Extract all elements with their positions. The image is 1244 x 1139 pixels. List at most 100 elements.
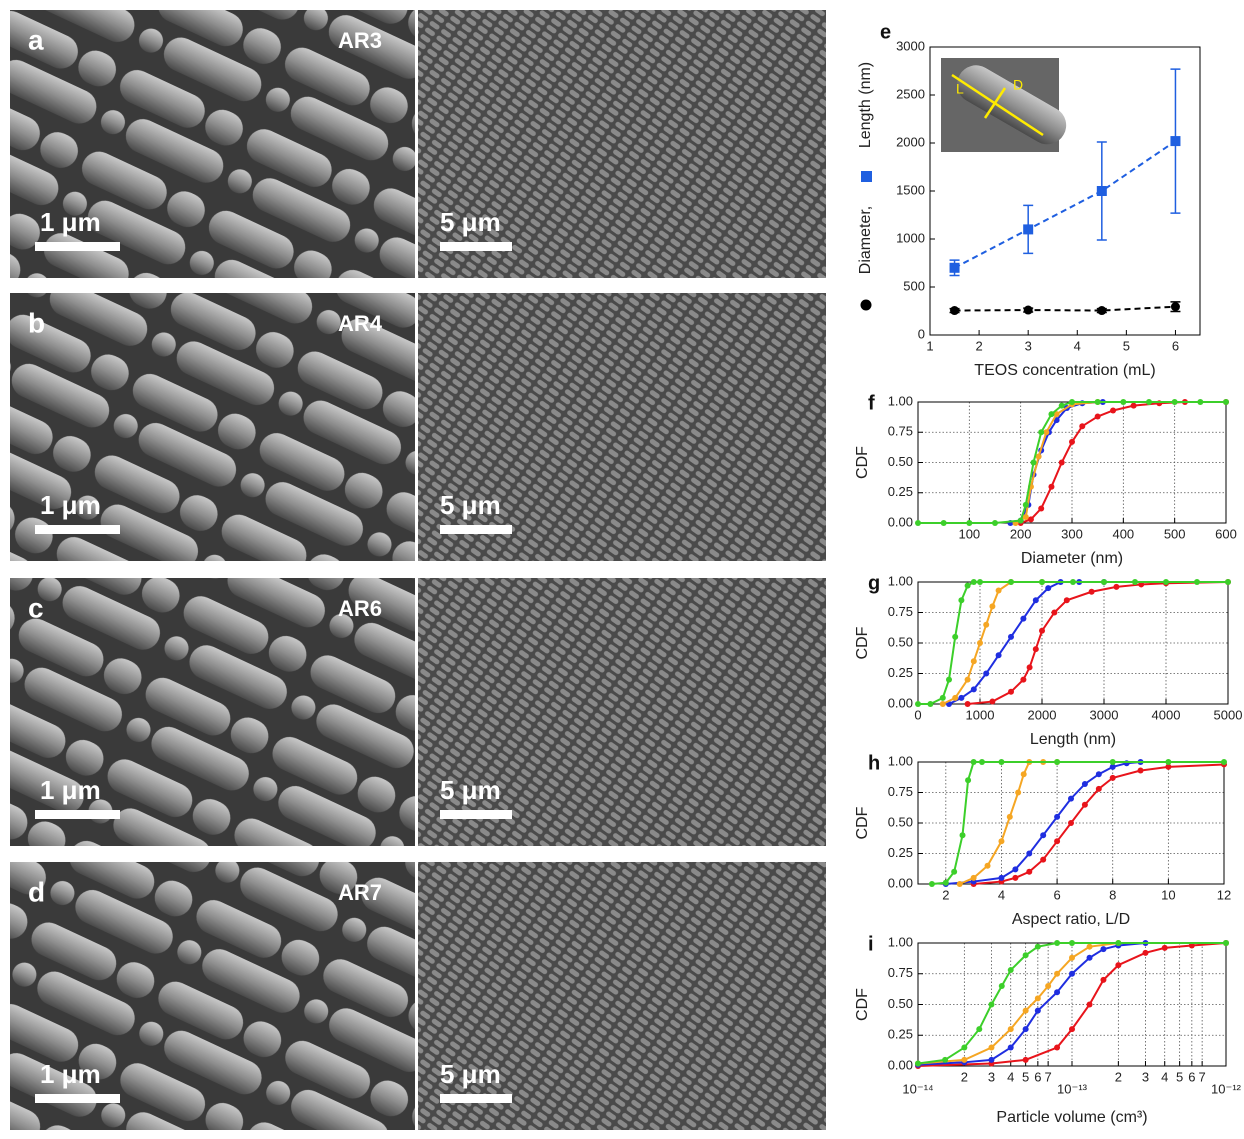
sem-image (418, 578, 826, 846)
marker (1095, 399, 1101, 405)
x-tick-label: 100 (958, 526, 980, 541)
x-tick-label: 500 (1164, 526, 1186, 541)
marker (1146, 399, 1152, 405)
scale-text: 5 μm (440, 490, 501, 520)
marker (988, 1057, 994, 1063)
marker (1223, 399, 1229, 405)
x-tick-label: 4 (1074, 338, 1081, 353)
marker (1021, 771, 1027, 777)
x-tick-label: 6 (1053, 887, 1060, 902)
panel-label: a (28, 24, 44, 55)
marker (1008, 634, 1014, 640)
inset-label: L (956, 81, 964, 97)
panel-letter: e (880, 21, 891, 43)
marker (989, 603, 995, 609)
marker (1110, 775, 1116, 781)
y-tick-label: 3000 (896, 38, 925, 53)
marker (1069, 1026, 1075, 1032)
marker (1035, 995, 1041, 1001)
marker (1007, 814, 1013, 820)
marker (1170, 136, 1180, 146)
marker (1054, 759, 1060, 765)
marker (988, 1045, 994, 1051)
x-tick-label: 8 (1109, 887, 1116, 902)
y-tick-label: 0.25 (888, 845, 913, 860)
sample-label: AR6 (338, 596, 382, 621)
marker (1172, 399, 1178, 405)
marker (999, 983, 1005, 989)
marker (1087, 955, 1093, 961)
marker (1096, 786, 1102, 792)
marker (1051, 610, 1057, 616)
y-tick-label: 2500 (896, 86, 925, 101)
marker (1069, 399, 1075, 405)
scale-bar (35, 1094, 120, 1103)
marker (965, 701, 971, 707)
marker (929, 881, 935, 887)
marker (1040, 832, 1046, 838)
scale-text: 1 μm (40, 207, 101, 237)
y-tick-label: 0 (918, 326, 925, 341)
marker (1138, 768, 1144, 774)
marker (1043, 429, 1049, 435)
panel-label: b (28, 307, 45, 338)
marker (1054, 989, 1060, 995)
y-tick-label: 1.00 (888, 573, 913, 588)
marker (1120, 399, 1126, 405)
marker (983, 622, 989, 628)
x-tick-label: 1 (926, 338, 933, 353)
marker (946, 677, 952, 683)
marker (966, 520, 972, 526)
marker (996, 652, 1002, 658)
marker (977, 579, 983, 585)
marker (1028, 516, 1034, 522)
marker (1048, 411, 1054, 417)
legend-marker (861, 171, 872, 182)
y-tick-label: 1000 (896, 230, 925, 245)
y-tick-label: 0.75 (888, 965, 913, 980)
x-axis-label: Aspect ratio, L/D (1012, 911, 1130, 928)
marker (1197, 399, 1203, 405)
x-tick-label: 2 (961, 1069, 968, 1084)
marker (1008, 1045, 1014, 1051)
marker (1089, 589, 1095, 595)
marker (1023, 1057, 1029, 1063)
marker (965, 583, 971, 589)
y-tick-label: 0.50 (888, 634, 913, 649)
marker (1082, 781, 1088, 787)
x-tick-label: 200 (1010, 526, 1032, 541)
marker (965, 777, 971, 783)
series-line (955, 141, 1176, 268)
x-tick-label: 4000 (1152, 707, 1181, 722)
panel-letter: f (868, 392, 875, 414)
marker (1054, 971, 1060, 977)
legend-label: Length (nm) (857, 62, 874, 148)
y-tick-label: 0.50 (888, 996, 913, 1011)
legend-label: Diameter, (857, 206, 874, 274)
x-tick-label: 10⁻¹³ (1057, 1081, 1088, 1096)
marker (1223, 940, 1229, 946)
scale-bar (35, 810, 120, 819)
marker (1095, 414, 1101, 420)
x-tick-label: 600 (1215, 526, 1237, 541)
y-axis-label: CDF (854, 446, 871, 479)
marker (950, 263, 960, 273)
marker (977, 640, 983, 646)
x-tick-label: 12 (1217, 887, 1231, 902)
marker (971, 875, 977, 881)
marker (1039, 628, 1045, 634)
y-tick-label: 0.75 (888, 424, 913, 439)
y-tick-label: 0.50 (888, 814, 913, 829)
marker (1079, 423, 1085, 429)
y-tick-label: 0.75 (888, 784, 913, 799)
scale-bar (440, 242, 512, 251)
marker (1087, 1002, 1093, 1008)
marker (1008, 689, 1014, 695)
marker (983, 671, 989, 677)
marker (1100, 977, 1106, 983)
x-tick-label: 400 (1112, 526, 1134, 541)
marker (971, 658, 977, 664)
x-tick-label: 5000 (1214, 707, 1243, 722)
marker (996, 588, 1002, 594)
